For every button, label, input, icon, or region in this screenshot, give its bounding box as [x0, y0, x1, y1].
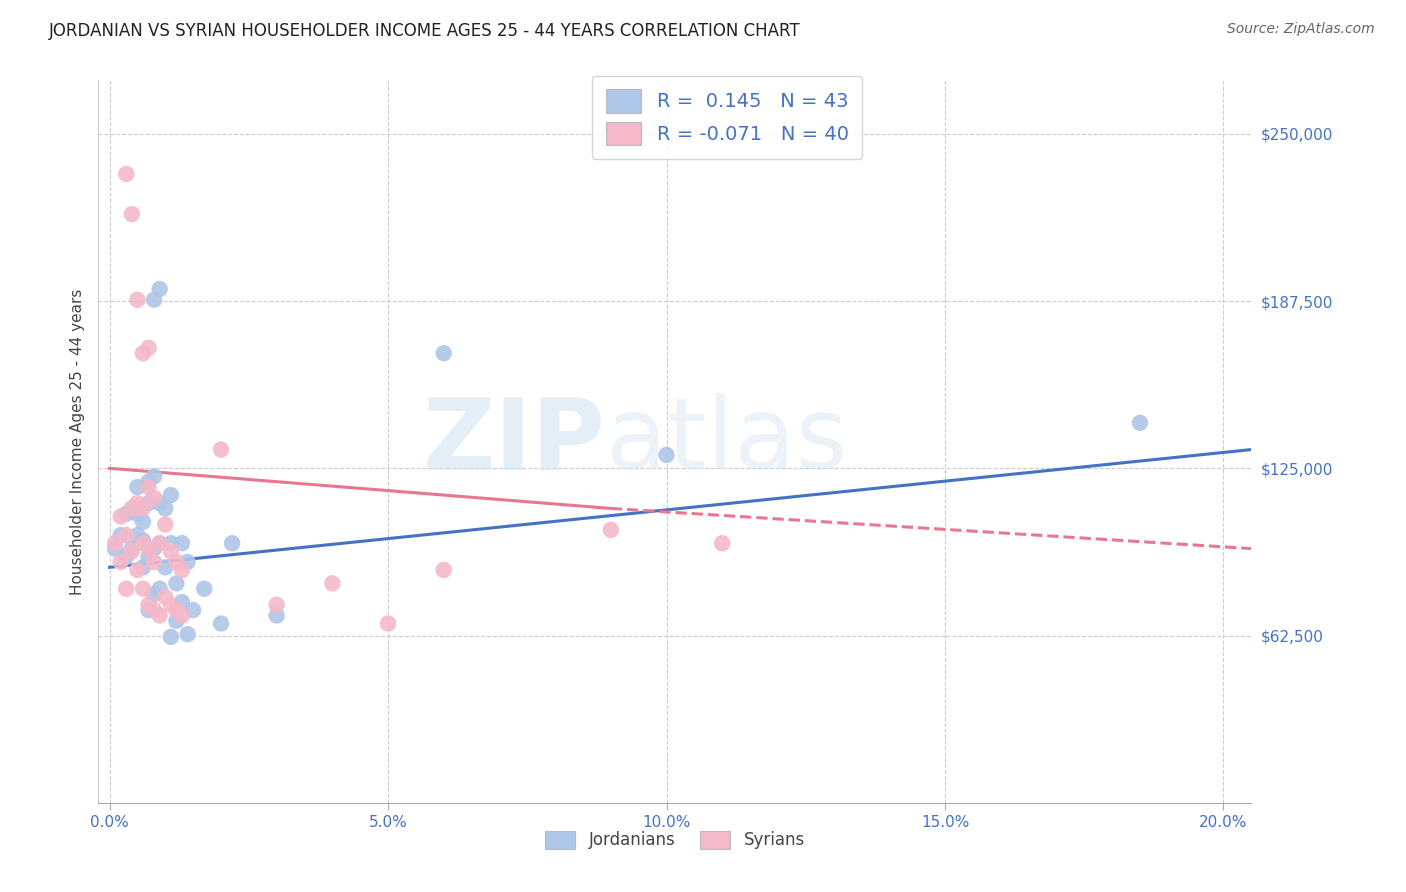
Point — [127, 480, 149, 494]
Point — [138, 475, 160, 489]
Point — [138, 549, 160, 564]
Point — [155, 517, 177, 532]
Point — [149, 582, 172, 596]
Point — [110, 528, 132, 542]
Point — [138, 603, 160, 617]
Point — [170, 563, 193, 577]
Point — [127, 496, 149, 510]
Point — [170, 595, 193, 609]
Point — [377, 616, 399, 631]
Point — [121, 501, 143, 516]
Point — [170, 608, 193, 623]
Y-axis label: Householder Income Ages 25 - 44 years: Householder Income Ages 25 - 44 years — [69, 288, 84, 595]
Point — [181, 603, 204, 617]
Point — [149, 496, 172, 510]
Point — [149, 536, 172, 550]
Point — [159, 598, 181, 612]
Point — [132, 560, 155, 574]
Point — [115, 549, 138, 564]
Point — [599, 523, 621, 537]
Text: JORDANIAN VS SYRIAN HOUSEHOLDER INCOME AGES 25 - 44 YEARS CORRELATION CHART: JORDANIAN VS SYRIAN HOUSEHOLDER INCOME A… — [49, 22, 801, 40]
Point — [121, 207, 143, 221]
Point — [138, 480, 160, 494]
Point — [138, 598, 160, 612]
Point — [143, 469, 166, 483]
Point — [433, 563, 456, 577]
Point — [209, 616, 232, 631]
Point — [159, 488, 181, 502]
Point — [159, 536, 181, 550]
Point — [165, 576, 187, 591]
Point — [138, 341, 160, 355]
Point — [127, 507, 149, 521]
Point — [132, 346, 155, 360]
Point — [143, 491, 166, 505]
Point — [104, 541, 127, 556]
Point — [138, 541, 160, 556]
Point — [149, 282, 172, 296]
Point — [121, 501, 143, 516]
Point — [132, 501, 155, 516]
Point — [176, 627, 198, 641]
Point — [170, 536, 193, 550]
Point — [149, 536, 172, 550]
Point — [155, 560, 177, 574]
Point — [176, 555, 198, 569]
Text: atlas: atlas — [606, 393, 848, 490]
Point — [655, 448, 678, 462]
Point — [165, 614, 187, 628]
Point — [132, 582, 155, 596]
Point — [104, 536, 127, 550]
Point — [121, 544, 143, 558]
Point — [321, 576, 343, 591]
Point — [266, 608, 288, 623]
Point — [433, 346, 456, 360]
Point — [711, 536, 734, 550]
Point — [121, 541, 143, 556]
Point — [143, 541, 166, 556]
Point — [115, 167, 138, 181]
Point — [138, 496, 160, 510]
Text: Source: ZipAtlas.com: Source: ZipAtlas.com — [1227, 22, 1375, 37]
Point — [143, 587, 166, 601]
Point — [115, 582, 138, 596]
Point — [149, 608, 172, 623]
Point — [193, 582, 215, 596]
Point — [221, 536, 243, 550]
Point — [209, 442, 232, 457]
Point — [132, 533, 155, 548]
Point — [155, 501, 177, 516]
Point — [165, 555, 187, 569]
Point — [159, 544, 181, 558]
Legend: Jordanians, Syrians: Jordanians, Syrians — [536, 821, 814, 860]
Point — [110, 509, 132, 524]
Point — [115, 507, 138, 521]
Point — [143, 603, 166, 617]
Point — [132, 536, 155, 550]
Point — [1129, 416, 1152, 430]
Point — [159, 630, 181, 644]
Point — [155, 590, 177, 604]
Point — [143, 293, 166, 307]
Point — [143, 555, 166, 569]
Point — [110, 555, 132, 569]
Point — [132, 515, 155, 529]
Point — [127, 528, 149, 542]
Point — [266, 598, 288, 612]
Point — [115, 528, 138, 542]
Point — [127, 293, 149, 307]
Text: ZIP: ZIP — [423, 393, 606, 490]
Point — [127, 563, 149, 577]
Point — [165, 603, 187, 617]
